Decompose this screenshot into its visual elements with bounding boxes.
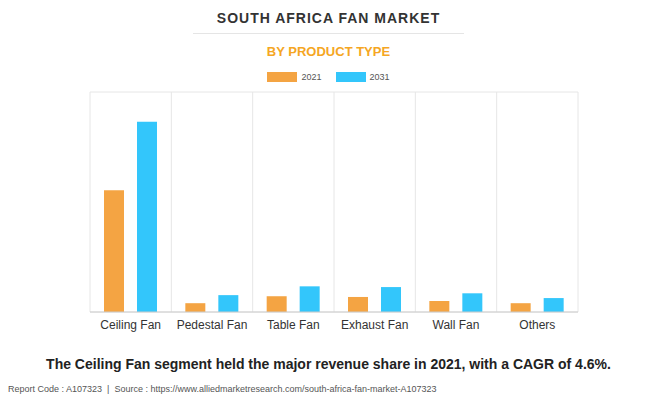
svg-text:Others: Others: [519, 318, 555, 332]
svg-text:Table Fan: Table Fan: [267, 318, 320, 332]
html-text:Report Code : A107323 | Source: Report Code : A107323 | Source : https:/…: [8, 384, 437, 394]
html-text:SOUTH AFRICA FAN MARKET: SOUTH AFRICA FAN MARKET: [216, 10, 441, 26]
svg-text:Ceiling Fan: Ceiling Fan: [100, 318, 161, 332]
html-text:BY PRODUCT TYPE: BY PRODUCT TYPE: [266, 44, 391, 59]
html-text:2021: 2021: [301, 72, 322, 82]
svg-text:Wall Fan: Wall Fan: [433, 318, 480, 332]
html-text:The Ceiling Fan segment held t: The Ceiling Fan segment held the major r…: [46, 356, 611, 372]
html-text:2031: 2031: [369, 72, 390, 82]
svg-text:Pedestal Fan: Pedestal Fan: [177, 318, 248, 332]
svg-text:Exhaust Fan: Exhaust Fan: [341, 318, 408, 332]
